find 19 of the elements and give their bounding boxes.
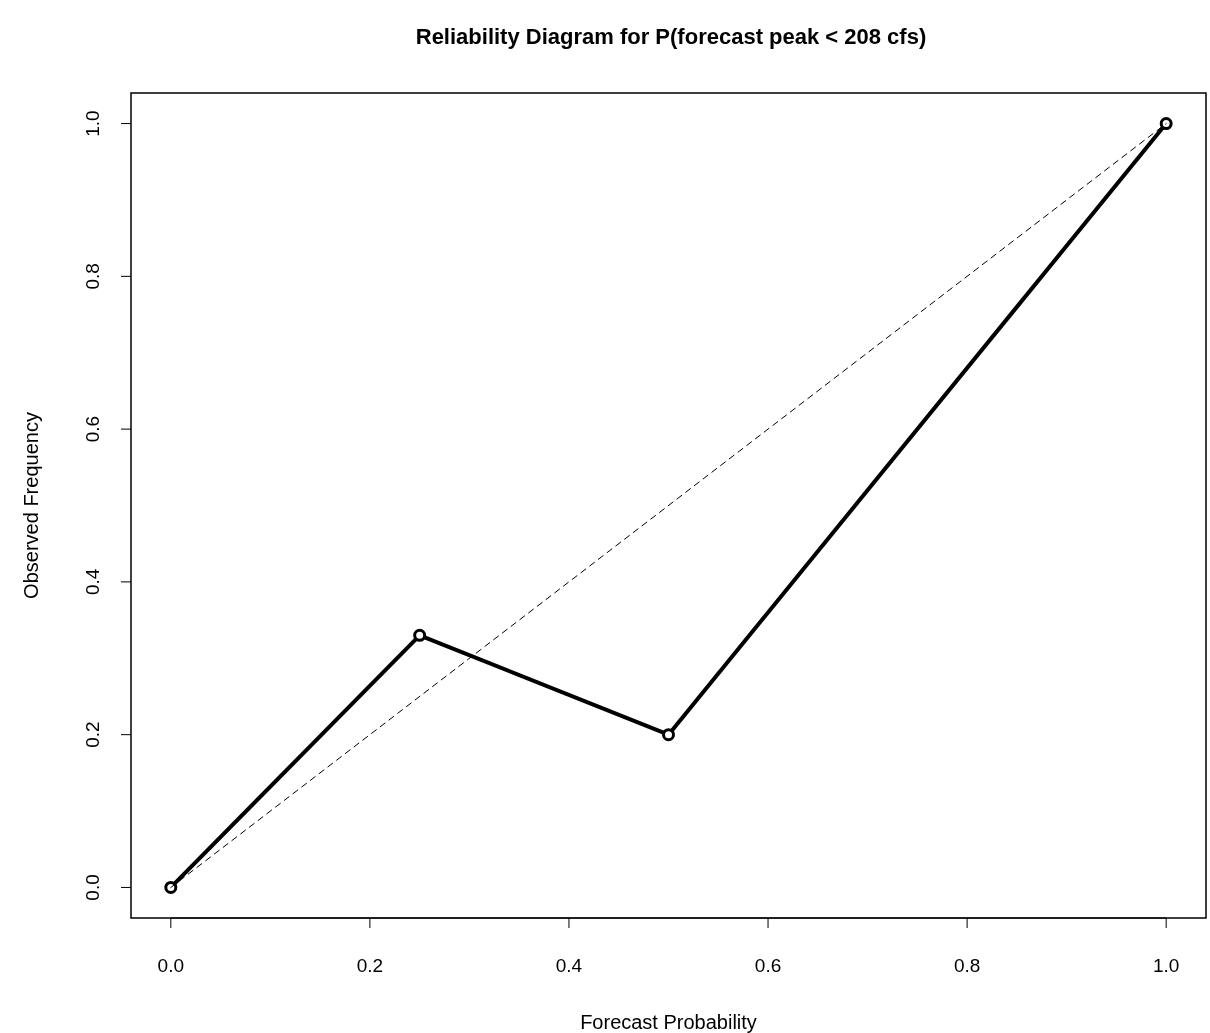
point <box>413 628 427 642</box>
y-axis-title: Observed Frequency <box>20 412 42 599</box>
point <box>662 728 675 742</box>
x-axis-title: Forecast Probability <box>580 1011 757 1033</box>
y-tick-label: 1.0 <box>82 110 103 137</box>
x-tick-label: 0.0 <box>157 955 185 976</box>
point <box>1159 117 1173 131</box>
x-tick-label: 0.2 <box>356 955 384 976</box>
x-tick-label: 0.4 <box>555 955 583 976</box>
point <box>164 880 178 894</box>
y-tick-label: 0.0 <box>82 874 103 901</box>
chart-title: Reliability Diagram for P(forecast peak < 208 cfs) <box>415 24 927 49</box>
y-tick-label: 0.8 <box>82 263 103 290</box>
y-tick-label: 0.4 <box>82 568 103 596</box>
x-tick-label: 1.0 <box>1152 955 1180 976</box>
y-tick-label: 0.6 <box>82 415 103 443</box>
y-tick-label: 0.2 <box>82 721 103 748</box>
x-tick-label: 0.6 <box>754 955 782 976</box>
x-tick-label: 0.8 <box>953 955 981 976</box>
